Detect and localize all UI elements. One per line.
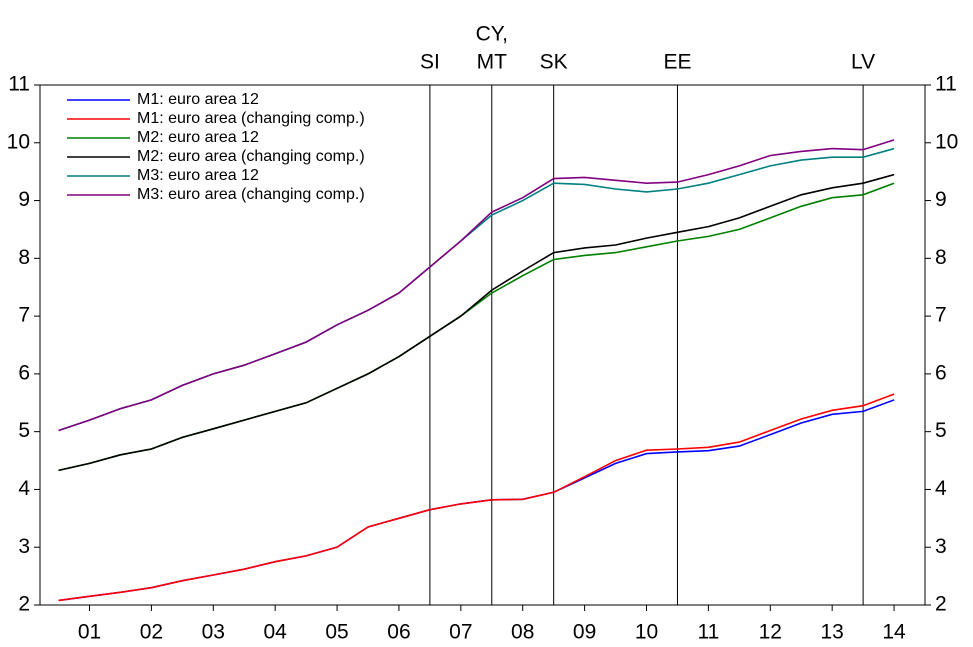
- legend-label: M2: euro area 12: [137, 129, 259, 146]
- y2-tick-label: 6: [935, 361, 947, 384]
- legend-label: M3: euro area 12: [137, 167, 259, 184]
- x-tick-label: 04: [263, 621, 287, 644]
- x-tick-label: 09: [573, 621, 596, 644]
- y-tick-label: 7: [18, 304, 30, 327]
- x-tick-label: 01: [78, 621, 101, 644]
- y2-tick-label: 5: [935, 419, 947, 442]
- x-tick-label: 11: [697, 621, 719, 644]
- event-label: SK: [540, 51, 568, 74]
- y-tick-label: 6: [18, 361, 30, 384]
- y2-tick-label: 3: [935, 535, 947, 558]
- y2-tick-label: 10: [935, 130, 958, 153]
- x-tick-label: 13: [820, 621, 843, 644]
- y2-tick-label: 2: [935, 593, 947, 616]
- y-tick-label: 4: [18, 477, 30, 500]
- legend-label: M1: euro area 12: [137, 91, 259, 108]
- x-tick-label: 10: [635, 621, 658, 644]
- x-tick-label: 06: [387, 621, 410, 644]
- x-tick-label: 07: [449, 621, 472, 644]
- y-tick-label: 3: [18, 535, 30, 558]
- y-tick-label: 9: [18, 188, 30, 211]
- series-line: [58, 173, 895, 472]
- legend-label: M1: euro area (changing comp.): [137, 110, 365, 127]
- y-tick-label: 11: [8, 73, 30, 96]
- legend-label: M2: euro area (changing comp.): [137, 148, 365, 165]
- series-line: [58, 399, 895, 602]
- x-tick-label: 05: [325, 621, 348, 644]
- event-label: LV: [851, 51, 875, 74]
- x-tick-label: 08: [511, 621, 534, 644]
- y2-tick-label: 9: [935, 188, 947, 211]
- event-label: MT: [477, 51, 507, 74]
- legend-label: M3: euro area (changing comp.): [137, 186, 365, 203]
- y2-tick-label: 4: [935, 477, 947, 500]
- y2-tick-label: 11: [935, 73, 957, 96]
- series-line: [58, 139, 895, 432]
- y2-tick-label: 8: [935, 246, 947, 269]
- y-tick-label: 10: [7, 130, 30, 153]
- x-tick-label: 03: [202, 621, 225, 644]
- event-label: EE: [663, 51, 691, 74]
- y-tick-label: 8: [18, 246, 30, 269]
- event-label: SI: [420, 51, 440, 74]
- y2-tick-label: 7: [935, 304, 947, 327]
- x-tick-label: 02: [140, 621, 163, 644]
- series-line: [58, 393, 895, 602]
- x-tick-label: 12: [759, 621, 782, 644]
- event-label: CY,: [476, 23, 508, 46]
- plot-frame: [39, 84, 926, 606]
- x-tick-label: 14: [882, 621, 906, 644]
- y-tick-label: 2: [18, 593, 30, 616]
- y-tick-label: 5: [18, 419, 30, 442]
